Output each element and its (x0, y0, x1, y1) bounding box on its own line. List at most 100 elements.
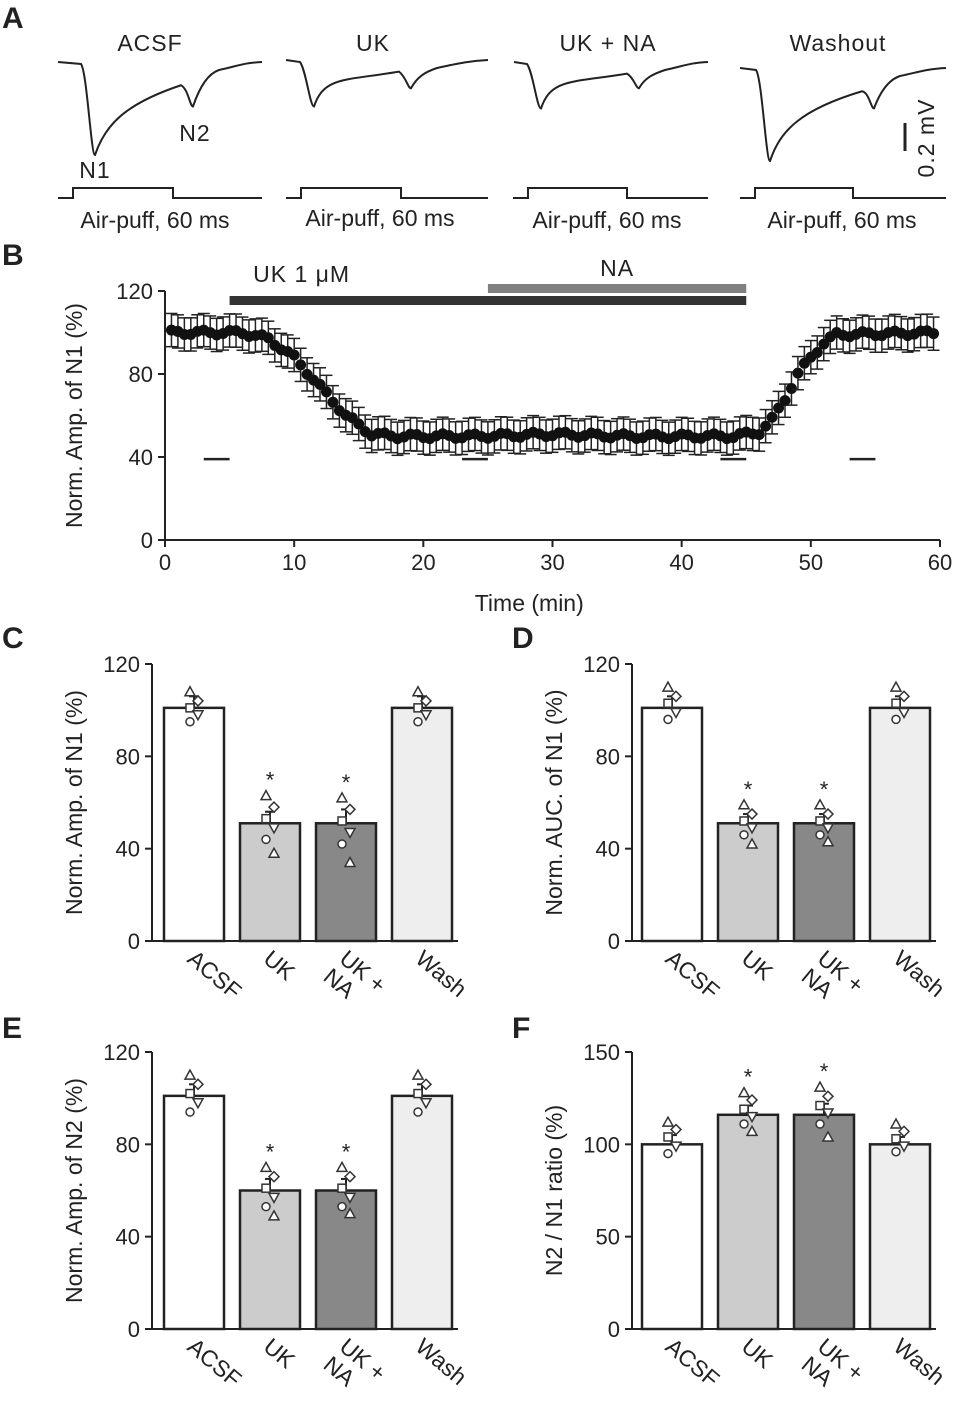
individual-point (343, 1207, 357, 1219)
scale-bar-label: 0.2 mV (913, 99, 939, 178)
individual-point (745, 823, 759, 835)
stimulus-label-2: Air-puff, 60 ms (305, 205, 454, 231)
individual-point (343, 1170, 357, 1183)
panel-letter-c: C (2, 622, 24, 655)
y-tick-label: 120 (583, 652, 620, 677)
individual-point (745, 1124, 759, 1137)
significance-marker: * (820, 1059, 829, 1084)
panel-letter-f: F (512, 1012, 530, 1045)
peak-label-n2: N2 (179, 120, 210, 146)
y-tick-label: 40 (116, 837, 140, 862)
air-puff-stimulus-trace (286, 187, 488, 199)
bar (314, 822, 378, 943)
individual-point (663, 1132, 673, 1142)
individual-point (669, 690, 683, 703)
y-tick-label: 50 (596, 1225, 620, 1250)
individual-point (889, 680, 903, 692)
bar (792, 822, 856, 943)
data-point (314, 378, 326, 390)
data-point (760, 420, 772, 432)
individual-point (337, 1183, 347, 1193)
y-tick-label: 0 (128, 929, 140, 954)
drug-bar-uk (229, 296, 747, 305)
individual-point (889, 1117, 903, 1129)
data-point (811, 347, 823, 359)
category-label: Wash (889, 945, 950, 1002)
data-point (785, 383, 797, 395)
bar (868, 1143, 932, 1331)
individual-point (891, 1146, 901, 1157)
individual-point (261, 813, 271, 824)
x-tick-label: 20 (411, 550, 435, 575)
individual-point (663, 1148, 673, 1159)
category-label: UK (259, 1333, 301, 1374)
individual-point (185, 1107, 195, 1117)
category-label: UK (737, 1333, 779, 1374)
individual-point (343, 1192, 357, 1204)
drug-label-na: NA (600, 255, 634, 281)
individual-point (267, 1170, 281, 1183)
significance-marker: * (266, 1139, 275, 1164)
x-tick-label: 30 (540, 550, 564, 575)
individual-point (815, 1100, 825, 1111)
individual-point (259, 789, 273, 801)
data-point (773, 402, 785, 414)
individual-point (669, 1141, 683, 1153)
bar (868, 706, 932, 943)
individual-point (897, 690, 911, 703)
y-tick-label: 40 (116, 1225, 140, 1250)
individual-point (739, 1104, 749, 1114)
data-point (288, 349, 300, 361)
individual-point (745, 807, 759, 821)
significance-marker: * (342, 1139, 351, 1164)
category-label: ACSF (661, 1333, 725, 1392)
individual-point (737, 1086, 751, 1098)
individual-point (815, 1119, 825, 1129)
y-axis-label: Norm. Amp. of N1 (%) (61, 690, 87, 915)
individual-point (897, 1125, 911, 1138)
panel-b-time-course: 0 10 20 30 40 50 60 0 40 80 120 Time (min) Norm. Amp… (61, 255, 952, 616)
individual-point (191, 1098, 205, 1110)
significance-marker: * (820, 777, 829, 802)
individual-point (343, 855, 357, 868)
condition-label-acsf: ACSF (117, 30, 182, 56)
individual-point (821, 1108, 835, 1120)
individual-point (813, 798, 827, 810)
data-point (818, 338, 830, 350)
individual-point (191, 1078, 205, 1091)
individual-point (815, 830, 825, 840)
air-puff-stimulus-trace (513, 187, 708, 199)
category-label: ACSF (661, 945, 725, 1004)
y-tick-label: 120 (103, 652, 140, 677)
individual-point (821, 1130, 835, 1142)
individual-point (261, 1201, 271, 1212)
data-point (928, 328, 940, 340)
individual-point (267, 801, 281, 814)
panel-letter-b: B (2, 239, 24, 272)
y-tick-label: 0 (128, 1317, 140, 1342)
individual-point (411, 685, 425, 697)
data-point (766, 411, 778, 423)
bar (238, 1189, 302, 1331)
individual-point (337, 839, 347, 849)
x-tick-label: 60 (928, 550, 952, 575)
drug-bar-na (487, 284, 747, 293)
x-tick-label: 50 (799, 550, 823, 575)
category-label: Wash (411, 1333, 472, 1390)
individual-point (739, 830, 749, 840)
condition-label-uk: UK (356, 30, 390, 56)
bar (390, 1094, 454, 1331)
individual-point (185, 716, 195, 727)
bar (716, 1113, 780, 1331)
individual-point (267, 846, 281, 859)
individual-point (419, 694, 433, 707)
individual-point (337, 1201, 347, 1212)
panel-letter-e: E (2, 1012, 22, 1045)
y-tick-label: 40 (596, 837, 620, 862)
significance-marker: * (744, 1065, 753, 1090)
individual-point (669, 707, 683, 720)
y-tick-label: 80 (596, 744, 620, 769)
